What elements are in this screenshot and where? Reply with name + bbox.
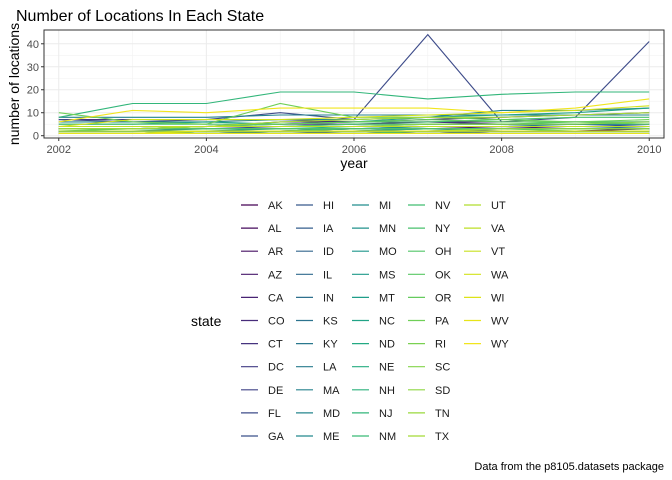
legend-label-nj: NJ [379,408,392,420]
legend-label-az: AZ [268,269,282,281]
legend-label-il: IL [323,269,332,281]
legend-label-nh: NH [379,385,395,397]
legend-label-id: ID [323,246,334,258]
legend-label-ak: AK [268,200,283,212]
x-tick-label: 2010 [637,144,661,156]
legend-label-nd: ND [379,339,395,351]
chart-title: Number of Locations In Each State [16,8,264,25]
series-lines [58,33,650,134]
x-tick-label: 2002 [47,144,71,156]
series-line-wa [58,105,650,128]
legend-label-ut: UT [491,200,506,212]
series-line-wy [58,98,650,123]
legend-label-ne: NE [379,362,394,374]
y-axis-ticks: 0 10 20 30 40 [27,39,44,143]
y-axis-label: number of locations [6,23,22,145]
series-line-nj [58,91,650,118]
legend-title: state [191,313,222,329]
legend-label-nc: NC [379,316,395,328]
legend-label-wi: WI [491,292,504,304]
legend-label-nv: NV [435,200,451,212]
series-line-tx [58,112,650,130]
chart-caption: Data from the p8105.datasets package [474,461,664,473]
y-tick-label: 30 [27,62,39,74]
y-tick-label: 20 [27,85,39,97]
legend-label-me: ME [323,431,340,443]
legend-label-ma: MA [323,385,340,397]
legend-label-wy: WY [491,339,509,351]
legend-label-oh: OH [435,246,452,258]
legend-label-co: CO [268,316,285,328]
x-axis-ticks: 2002 2004 2006 2008 2010 [47,138,661,156]
legend-label-sc: SC [435,362,450,374]
legend-label-mi: MI [379,200,391,212]
legend-label-ok: OK [435,269,452,281]
series-line-ma [58,114,650,118]
x-axis-label: year [340,155,368,171]
legend-label-pa: PA [435,316,450,328]
legend-label-ri: RI [435,339,446,351]
legend-label-tn: TN [435,408,450,420]
legend-label-ct: CT [268,339,283,351]
legend-label-ga: GA [268,431,285,443]
legend-label-dc: DC [268,362,284,374]
legend-label-tx: TX [435,431,450,443]
y-tick-label: 40 [27,39,39,51]
legend-label-sd: SD [435,385,450,397]
legend-label-in: IN [323,292,334,304]
legend-label-mo: MO [379,246,397,258]
legend-label-la: LA [323,362,337,374]
legend-label-vt: VT [491,246,505,258]
legend-label-md: MD [323,408,340,420]
legend-label-fl: FL [268,408,281,420]
x-tick-label: 2004 [194,144,218,156]
legend-label-de: DE [268,385,283,397]
legend-label-ky: KY [323,339,338,351]
legend-label-mn: MN [379,223,396,235]
legend: AK AL AR AZ CA CO CT DC DE FL GA HI IA ID IL IN KS KY LA MA… [241,200,509,443]
legend-label-mt: MT [379,292,395,304]
legend-label-ms: MS [379,269,396,281]
legend-label-ar: AR [268,246,283,258]
legend-label-ny: NY [435,223,451,235]
legend-label-hi: HI [323,200,334,212]
legend-label-wa: WA [491,269,509,281]
legend-label-ks: KS [323,316,338,328]
x-tick-label: 2008 [489,144,513,156]
x-tick-label: 2006 [342,144,366,156]
y-tick-label: 10 [27,108,39,120]
legend-label-nm: NM [379,431,396,443]
legend-label-or: OR [435,292,452,304]
series-line-wi [58,130,650,134]
y-tick-label: 0 [33,131,39,143]
legend-label-ia: IA [323,223,334,235]
legend-label-wv: WV [491,316,509,328]
legend-label-va: VA [491,223,506,235]
legend-label-al: AL [268,223,281,235]
legend-label-ca: CA [268,292,284,304]
